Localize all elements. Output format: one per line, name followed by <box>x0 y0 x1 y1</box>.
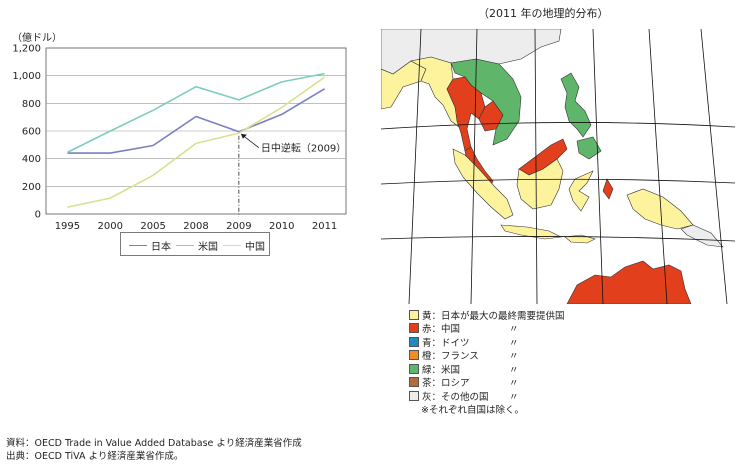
ditto-mark: 〃 <box>509 337 519 349</box>
annotation-arrowhead <box>240 133 247 139</box>
sulawesi-region <box>568 170 594 212</box>
legend-swatch <box>129 245 147 246</box>
map-legend-label: 茶：ロシア <box>422 378 470 390</box>
map-legend-item: 茶：ロシア 〃 <box>409 376 565 390</box>
map-legend-label: 青：ドイツ <box>422 337 470 349</box>
map-title: （2011 年の地理的分布） <box>478 7 609 20</box>
series-line-2 <box>67 76 326 208</box>
borneo-south <box>516 158 564 210</box>
y-tick-label: 1,200 <box>12 44 41 55</box>
map-legend: 黄：日本が最大の最終需要提供国 赤：中国 〃 青：ドイツ 〃 橙：フランス 〃 … <box>409 308 565 416</box>
legend-swatch <box>223 245 241 246</box>
y-tick-label: 600 <box>22 127 41 138</box>
legend-swatch-brown <box>409 377 419 388</box>
ditto-mark: 〃 <box>509 378 519 390</box>
y-tick-label: 400 <box>22 154 41 165</box>
legend-label: 米国 <box>198 242 218 253</box>
legend-label: 日本 <box>151 242 171 253</box>
x-tick-label: 2011 <box>312 221 337 232</box>
legend-swatch <box>176 245 194 246</box>
png-region <box>680 224 724 248</box>
map-legend-item: 赤：中国 〃 <box>409 322 565 336</box>
legend-label: 中国 <box>245 242 265 253</box>
map-legend-item: 橙：フランス 〃 <box>409 349 565 363</box>
map-legend-item: 灰：その他の国 〃 <box>409 389 565 403</box>
map-legend-item: 緑：米国 〃 <box>409 362 565 376</box>
map-legend-label: 橙：フランス <box>422 351 479 363</box>
map-legend-note: ※それぞれ自国は除く。 <box>421 405 524 416</box>
legend-swatch-red <box>409 323 419 334</box>
philippines-south <box>576 136 602 160</box>
annotation-label: 日中逆転（2009） <box>261 142 346 155</box>
map-legend-item: 黄：日本が最大の最終需要提供国 <box>409 308 565 322</box>
legend-swatch-blue <box>409 336 419 347</box>
x-tick-label: 2000 <box>98 221 123 232</box>
map-legend-label: 緑：米国 <box>422 364 461 376</box>
chart-legend: 日本 米国 中国 <box>120 232 270 256</box>
legend-item-japan: 日本 <box>129 238 171 253</box>
source-notes: 資料：OECD Trade in Value Added Database より… <box>6 437 302 463</box>
series-line-1 <box>67 72 325 154</box>
source-line-2: 出典：OECD TiVA より経済産業省作成。 <box>6 451 184 462</box>
ditto-mark: 〃 <box>509 324 519 336</box>
map-legend-label: 灰：その他の国 <box>422 391 489 403</box>
legend-swatch-orange <box>409 350 419 361</box>
legend-swatch-green <box>409 363 419 374</box>
y-tick-label: 800 <box>22 99 41 110</box>
source-line-1: 資料：OECD Trade in Value Added Database より… <box>6 438 302 449</box>
x-tick-label: 2005 <box>140 221 165 232</box>
y-tick-label: 200 <box>22 182 41 193</box>
x-tick-label: 2008 <box>183 221 208 232</box>
map-legend-label: 赤：中国 <box>422 324 461 336</box>
x-tick-label: 2009 <box>226 221 251 232</box>
philippines-region <box>560 72 592 138</box>
new-guinea-region <box>626 188 694 230</box>
maluku-region <box>602 178 614 200</box>
ditto-mark: 〃 <box>509 351 519 363</box>
x-tick-label: 2010 <box>269 221 294 232</box>
map-legend-label: 黄：日本が最大の最終需要提供国 <box>422 310 565 322</box>
ditto-mark: 〃 <box>509 364 519 376</box>
y-tick-label: 1,000 <box>12 71 41 82</box>
map-legend-item: 青：ドイツ 〃 <box>409 335 565 349</box>
series-line-0 <box>67 88 326 154</box>
java-region <box>500 224 563 240</box>
legend-item-usa: 米国 <box>176 238 218 253</box>
legend-swatch-yellow <box>409 309 419 320</box>
ditto-mark: 〃 <box>509 391 519 403</box>
myanmar-region <box>410 56 460 128</box>
y-axis-unit-label: （億ドル） <box>12 33 62 44</box>
line-chart: 0 200 400 600 800 1,000 1,200 1995 2000 2005 2008 2… <box>12 44 347 232</box>
x-tick-label: 1995 <box>55 221 80 232</box>
legend-item-china: 中国 <box>223 238 265 253</box>
y-tick-label: 0 <box>35 210 41 221</box>
southeast-asia-map <box>381 29 735 304</box>
legend-swatch-grey <box>409 390 419 401</box>
australia-region <box>566 260 692 304</box>
sumatra-region <box>452 148 514 220</box>
